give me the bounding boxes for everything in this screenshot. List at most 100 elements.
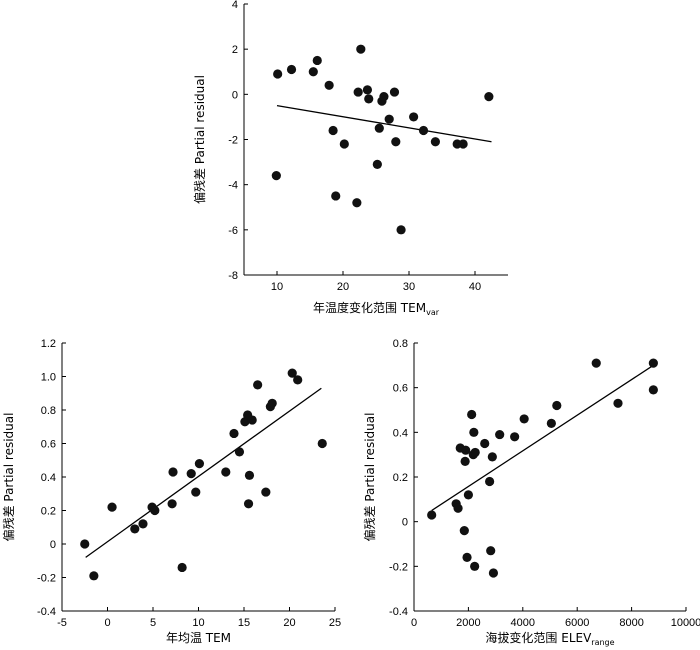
y-tick-label: -0.2 <box>37 573 56 585</box>
x-tick-label: 25 <box>329 617 341 629</box>
data-point <box>460 456 470 466</box>
panel-temperature-range: -8 -6 -4 -2 0 2 4 10 20 30 40 年温度变化范围 TEMvar 偏残差 Par… <box>192 0 508 317</box>
data-point <box>328 125 338 136</box>
x-tick-label: 4000 <box>511 617 535 629</box>
data-point <box>461 445 471 455</box>
data-point <box>308 67 318 77</box>
data-point <box>339 139 349 149</box>
data-point <box>469 427 479 437</box>
x-axis-label: 海拔变化范围 ELEVrange <box>485 630 614 647</box>
data-point <box>244 470 255 480</box>
y-axis-label: 偏残差 Partial residual <box>192 75 207 204</box>
data-point <box>89 571 99 581</box>
y-tick-label: 0.6 <box>41 439 56 451</box>
data-point <box>379 91 389 102</box>
x-tick-label: 40 <box>469 281 481 293</box>
y-tick-label: -2 <box>228 135 238 147</box>
data-point <box>458 139 468 149</box>
data-point <box>243 499 254 509</box>
y-tick-label: 0.4 <box>41 472 56 484</box>
data-point <box>356 44 366 54</box>
data-point <box>130 524 140 534</box>
x-tick-label: 20 <box>283 617 295 629</box>
data-point <box>591 358 601 368</box>
regression-line <box>276 104 492 143</box>
data-point <box>519 414 529 424</box>
y-tick-label: 0 <box>232 89 238 101</box>
data-point <box>167 499 177 509</box>
y-tick-label: -8 <box>228 270 238 282</box>
data-point <box>453 503 463 513</box>
data-point <box>107 502 117 512</box>
data-point <box>372 159 382 169</box>
data-point <box>427 510 437 520</box>
y-tick-label: 0 <box>50 539 56 551</box>
data-point <box>552 400 562 411</box>
x-tick-label: 20 <box>337 281 349 293</box>
y-tick-label: 0.6 <box>393 383 408 395</box>
data-point <box>480 438 490 449</box>
x-tick-label: 8000 <box>619 617 643 629</box>
regression-line <box>431 364 654 512</box>
data-point <box>613 398 623 408</box>
data-point <box>331 191 341 201</box>
y-tick-label: -4 <box>228 180 238 192</box>
regression-line <box>85 387 322 558</box>
data-point <box>430 137 440 147</box>
x-tick-label: 10 <box>271 281 283 293</box>
data-point <box>221 467 231 477</box>
y-tick-label: 4 <box>232 0 238 11</box>
data-point <box>352 198 362 208</box>
x-axis-label-subscript: var <box>426 308 440 317</box>
data-point <box>418 125 429 136</box>
x-tick-label: -5 <box>57 617 67 629</box>
data-point <box>374 123 384 133</box>
data-point <box>470 447 480 458</box>
y-tick-label: 2 <box>232 44 238 56</box>
data-point <box>80 539 90 549</box>
data-point <box>384 114 394 124</box>
y-tick-label: 0 <box>402 517 408 529</box>
data-point <box>271 171 281 181</box>
data-point <box>229 428 239 439</box>
y-tick-label: 0.2 <box>393 472 408 484</box>
data-point <box>546 418 556 428</box>
data-point <box>470 561 480 571</box>
panel-elevation-range: -0.4 -0.2 0 0.2 0.4 0.6 0.8 0 2000 4000 6000 8000 10… <box>362 338 700 647</box>
data-point <box>273 69 283 79</box>
y-tick-label: -6 <box>228 225 238 237</box>
data-point <box>261 487 271 497</box>
data-point <box>485 476 495 487</box>
x-axis-label: 年温度变化范围 TEMvar <box>313 300 440 317</box>
data-point <box>409 112 419 122</box>
x-tick-label: 6000 <box>565 617 589 629</box>
data-point <box>177 562 187 573</box>
data-point <box>353 87 363 97</box>
data-point <box>463 490 473 500</box>
x-tick-label: 5 <box>150 617 156 629</box>
data-point <box>234 447 245 457</box>
data-point <box>396 225 406 235</box>
data-point <box>487 452 497 462</box>
data-point <box>467 409 477 420</box>
data-point <box>484 91 494 102</box>
data-point <box>312 55 322 66</box>
data-point <box>247 415 257 425</box>
x-tick-label: 15 <box>238 617 250 629</box>
data-point <box>324 80 334 90</box>
y-tick-label: 0.2 <box>41 506 56 518</box>
data-point <box>362 85 373 95</box>
data-point <box>648 385 658 395</box>
data-point <box>168 467 178 477</box>
data-point <box>462 552 472 563</box>
data-point <box>286 64 297 75</box>
data-point <box>267 398 277 408</box>
data-point <box>495 429 505 440</box>
data-point <box>138 519 148 529</box>
y-tick-label: 1.2 <box>41 338 56 350</box>
x-axis-label: 年均温 TEM <box>166 631 231 645</box>
x-axis-label-text: 年温度变化范围 TEM <box>313 300 426 315</box>
data-point <box>510 432 520 442</box>
data-point <box>191 487 201 497</box>
